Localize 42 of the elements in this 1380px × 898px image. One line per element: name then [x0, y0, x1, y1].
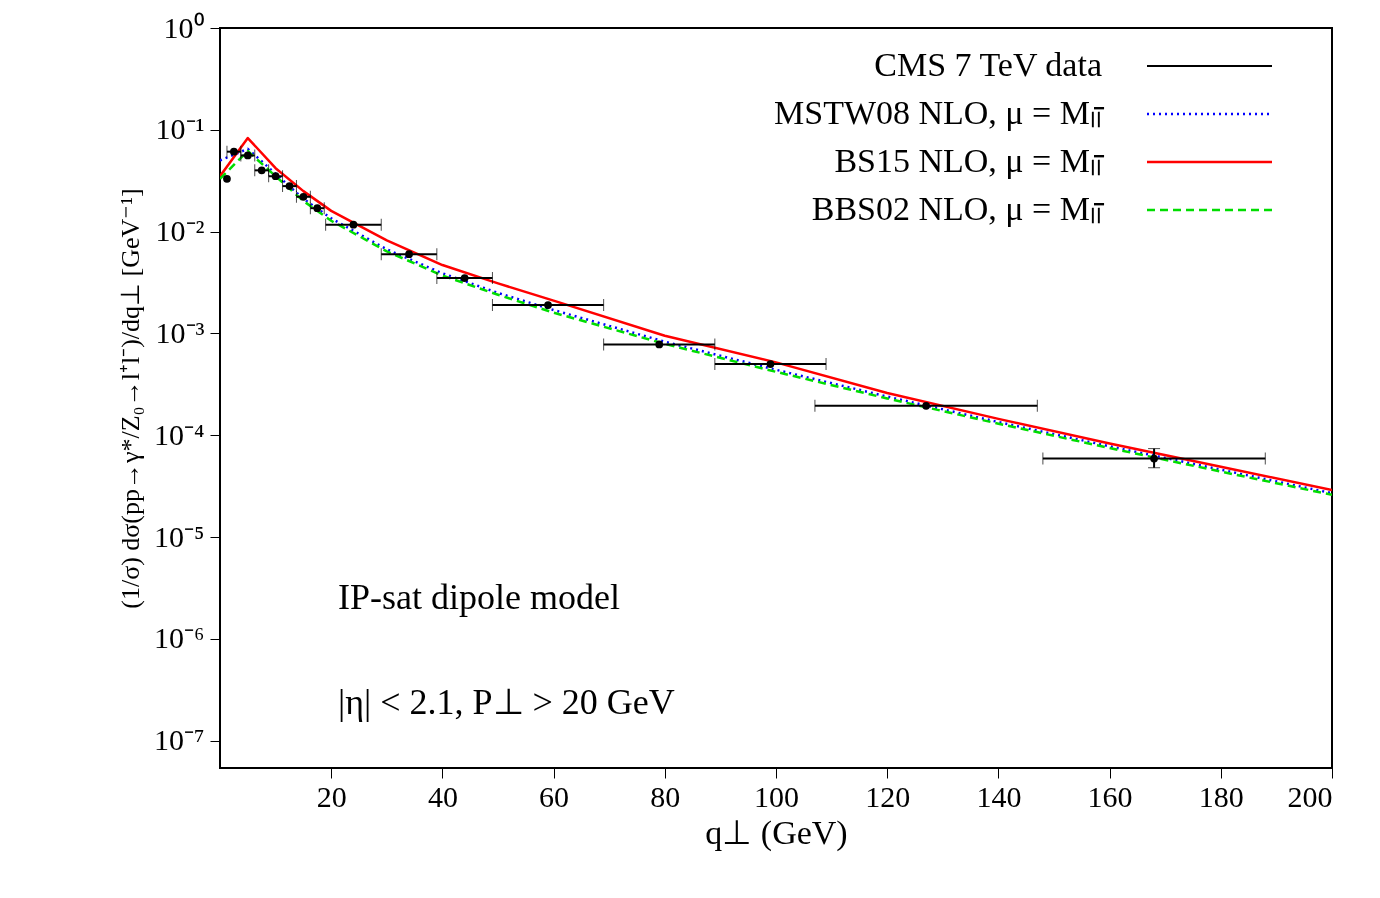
y-axis-title: (1/σ) dσ(pp→γ*/Z₀→l⁺l⁻)/dq⊥ [GeV⁻¹]	[116, 188, 146, 609]
y-tick-label: 10⁻³	[155, 315, 205, 349]
point	[655, 340, 664, 349]
point	[243, 151, 252, 160]
point	[230, 147, 238, 156]
point	[405, 250, 413, 259]
legend-label: BBS02 NLO, μ = Mₗₗ̄	[811, 190, 1105, 227]
legend-label: BS15 NLO, μ = Mₗₗ̄	[834, 142, 1105, 179]
x-tick-label: 160	[1087, 779, 1133, 813]
y-tick-label: 10⁻²	[155, 214, 205, 248]
point	[460, 274, 469, 282]
x-tick-label: 20	[316, 779, 347, 813]
x-tick-label: 80	[650, 779, 681, 813]
x-tick-label: 120	[865, 779, 911, 813]
annotation: IP-sat dipole model	[338, 577, 620, 617]
y-tick-label: 10⁻⁶	[154, 621, 205, 655]
legend-label: CMS 7 TeV data	[874, 46, 1102, 83]
point	[271, 172, 280, 181]
y-tick-label: 10⁻⁷	[154, 723, 205, 757]
point	[299, 192, 308, 201]
point	[223, 174, 231, 183]
y-tick-label: 10⁰	[163, 10, 205, 44]
x-tick-label: 180	[1198, 779, 1244, 813]
point	[766, 360, 775, 368]
legend-label: MSTW08 NLO, μ = Mₗₗ̄	[773, 94, 1105, 131]
y-tick-label: 10⁻¹	[155, 112, 205, 146]
point	[922, 401, 930, 410]
point	[285, 182, 294, 190]
point	[1150, 454, 1158, 463]
x-tick-label: 40	[427, 779, 458, 813]
annotation: |η| < 2.1, P⊥ > 20 GeV	[338, 682, 675, 722]
y-tick-label: 10⁻⁵	[154, 519, 205, 553]
y-tick-label: 10⁻⁴	[154, 417, 205, 451]
point	[257, 166, 266, 175]
x-tick-label: 140	[976, 779, 1022, 813]
x-tick-label: 100	[754, 779, 799, 813]
point	[313, 204, 322, 213]
x-axis-title: q⊥ (GeV)	[705, 813, 848, 852]
x-tick-label: 60	[539, 779, 570, 813]
point	[349, 220, 358, 229]
point	[544, 301, 552, 309]
x-tick-label: 200	[1287, 779, 1333, 813]
